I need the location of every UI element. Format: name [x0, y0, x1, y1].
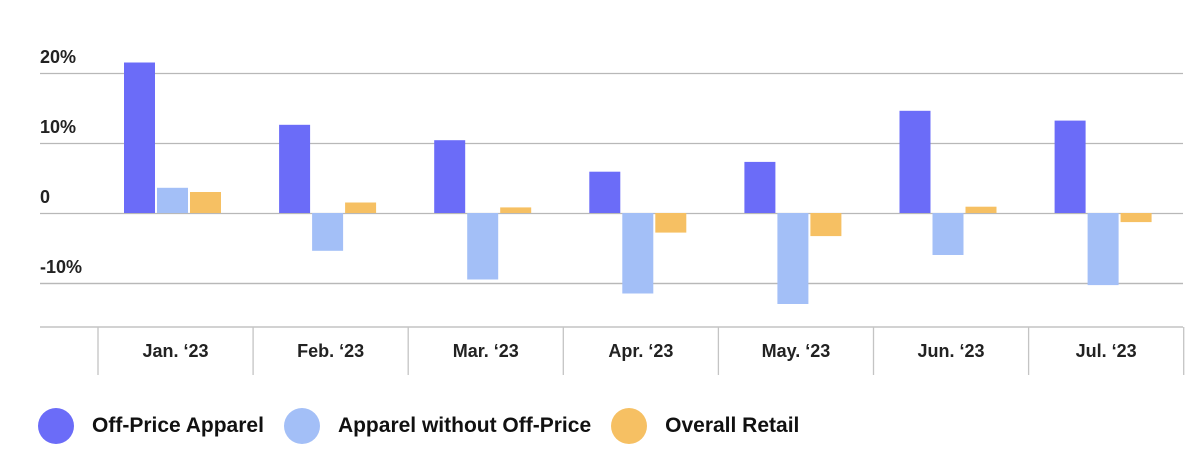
y-axis-ticks: 20% 10% 0 -10% — [40, 47, 82, 277]
bar-off-price-apparel — [1054, 120, 1086, 213]
bar-overall-retail — [1120, 213, 1152, 223]
legend-item: Overall Retail — [611, 408, 799, 444]
x-tick-label: Jan. ‘23 — [143, 341, 209, 361]
bar-off-price-apparel — [279, 124, 311, 213]
x-tick-label: Jul. ‘23 — [1076, 341, 1137, 361]
x-tick-label: Mar. ‘23 — [453, 341, 519, 361]
bar-chart: 20% 10% 0 -10% Jan. ‘23 Feb. ‘23 Mar. ‘23 Apr.… — [40, 47, 1185, 375]
bar-apparel-without-off-price — [312, 213, 344, 251]
legend-label: Off-Price Apparel — [92, 414, 264, 437]
bar-apparel-without-off-price — [777, 213, 809, 304]
bar-apparel-without-off-price — [622, 213, 654, 294]
bar-off-price-apparel — [899, 110, 931, 213]
legend-label: Overall Retail — [665, 414, 800, 437]
bar-off-price-apparel — [434, 140, 466, 213]
legend-label: Apparel without Off-Price — [337, 414, 592, 437]
bar-overall-retail — [500, 207, 532, 213]
legend-item: Off-Price Apparel — [38, 408, 264, 444]
legend-swatch — [38, 408, 74, 444]
x-tick-label: Apr. ‘23 — [608, 341, 673, 361]
legend: Off-Price Apparel Apparel without Off-Pri… — [38, 408, 819, 444]
gridlines — [40, 72, 1183, 285]
bar-overall-retail — [655, 213, 687, 233]
bar-overall-retail — [965, 206, 997, 213]
legend-item: Apparel without Off-Price — [283, 408, 592, 444]
x-tick-label: May. ‘23 — [762, 341, 831, 361]
bar-overall-retail — [190, 192, 221, 213]
bar-overall-retail — [810, 213, 842, 237]
x-axis: Jan. ‘23 Feb. ‘23 Mar. ‘23 Apr. ‘23 May. ‘23… — [40, 326, 1185, 375]
bar-off-price-apparel — [589, 171, 621, 213]
bars — [124, 62, 1152, 304]
y-tick-label: 20% — [40, 47, 76, 67]
bar-overall-retail — [345, 202, 377, 213]
bar-apparel-without-off-price — [157, 187, 188, 213]
bar-apparel-without-off-price — [1087, 213, 1119, 286]
x-tick-label: Feb. ‘23 — [297, 341, 364, 361]
bar-apparel-without-off-price — [932, 213, 964, 255]
y-tick-label: 10% — [40, 117, 76, 137]
x-tick-label: Jun. ‘23 — [918, 341, 985, 361]
legend-swatch — [283, 408, 320, 444]
y-tick-label: 0 — [40, 187, 50, 207]
bar-off-price-apparel — [124, 62, 155, 213]
y-tick-label: -10% — [40, 257, 82, 277]
bar-off-price-apparel — [744, 161, 776, 213]
bar-apparel-without-off-price — [467, 213, 499, 280]
legend-swatch — [611, 408, 648, 444]
